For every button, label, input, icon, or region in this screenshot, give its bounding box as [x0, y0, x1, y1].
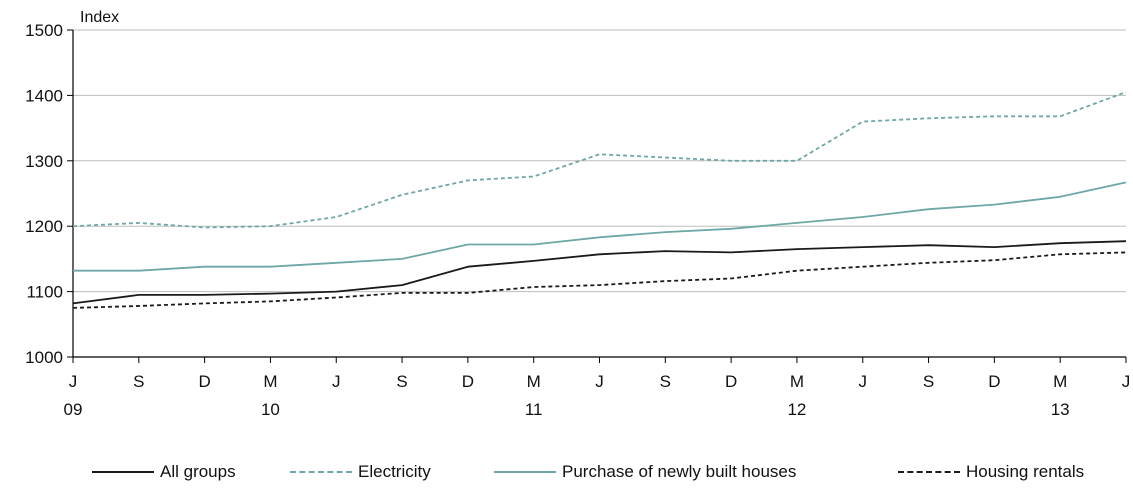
- legend-item-purchase-houses: Purchase of newly built houses: [494, 462, 796, 482]
- y-axis: 1000 1100 1200 1300 1400 1500: [25, 21, 74, 367]
- x-tick-label: M: [1053, 372, 1067, 391]
- series-line-electricity: [72, 91, 1127, 229]
- legend-label-housing-rentals: Housing rentals: [966, 462, 1085, 481]
- x-tick-label: S: [660, 372, 671, 391]
- x-tick-label: D: [198, 372, 210, 391]
- legend: All groups Electricity Purchase of newly…: [0, 462, 1133, 488]
- x-tick-label: J: [69, 372, 78, 391]
- series-lines: [72, 91, 1127, 309]
- line-chart: 1000 1100 1200 1300 1400 1500 J S D M J S D M J S D M J S D…: [25, 9, 1131, 419]
- x-tick-label: J: [595, 372, 604, 391]
- x-year-label: 12: [787, 400, 806, 419]
- x-year-label: 09: [64, 400, 83, 419]
- x-tick-label: J: [859, 372, 868, 391]
- legend-label-all-groups: All groups: [160, 462, 236, 481]
- y-tick-label: 1300: [25, 152, 63, 171]
- gridlines: [73, 29, 1126, 293]
- x-tick-label: M: [263, 372, 277, 391]
- y-tick-label: 1500: [25, 21, 63, 40]
- legend-swatch-housing-rentals: [898, 471, 960, 473]
- x-tick-label: S: [923, 372, 934, 391]
- series-line-housing-rentals: [72, 251, 1127, 309]
- legend-label-purchase-houses: Purchase of newly built houses: [562, 462, 797, 481]
- x-tick-label: D: [988, 372, 1000, 391]
- y-tick-label: 1400: [25, 86, 63, 105]
- legend-item-all-groups: All groups: [92, 462, 236, 482]
- x-axis: J S D M J S D M J S D M J S D M J 09 10 11 12 13: [64, 356, 1131, 419]
- legend-item-electricity: Electricity: [290, 462, 431, 482]
- y-axis-label: Index: [80, 9, 119, 26]
- series-line-purchase-of-newly-built-houses: [73, 181, 1127, 272]
- legend-item-housing-rentals: Housing rentals: [898, 462, 1084, 482]
- legend-swatch-electricity: [290, 471, 352, 473]
- x-tick-label: S: [396, 372, 407, 391]
- legend-swatch-purchase-houses: [494, 471, 556, 473]
- series-line-all-groups: [72, 240, 1127, 305]
- x-tick-label: S: [133, 372, 144, 391]
- x-tick-label: D: [462, 372, 474, 391]
- x-year-label: 10: [261, 400, 280, 419]
- x-tick-label: D: [725, 372, 737, 391]
- legend-swatch-all-groups: [92, 471, 154, 473]
- x-tick-label: M: [790, 372, 804, 391]
- x-tick-label: J: [332, 372, 341, 391]
- y-tick-label: 1200: [25, 217, 63, 236]
- y-tick-label: 1100: [26, 283, 63, 302]
- x-year-label: 13: [1051, 400, 1070, 419]
- y-tick-label: 1000: [25, 348, 63, 367]
- x-year-label: 11: [525, 400, 543, 419]
- x-tick-label: M: [527, 372, 541, 391]
- x-tick-label: J: [1122, 372, 1131, 391]
- legend-label-electricity: Electricity: [358, 462, 431, 481]
